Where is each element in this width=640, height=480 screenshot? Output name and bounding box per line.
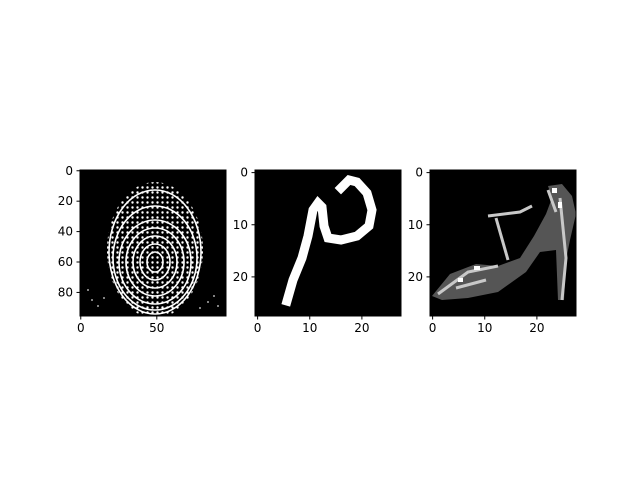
- y-tick-label: 10: [408, 218, 423, 232]
- y-tick-label: 0: [65, 164, 73, 178]
- y-tick-label: 80: [58, 285, 73, 299]
- x-tick-label: 20: [529, 321, 544, 335]
- axes-ticks: 0 50 0 20 40 60 80: [58, 164, 165, 335]
- y-tick-label: 40: [58, 225, 73, 239]
- fingerprint-image: [87, 182, 219, 316]
- y-tick-label: 20: [408, 270, 423, 284]
- y-tick-label: 10: [233, 218, 248, 232]
- axes-ticks: 0 10 20 0 10 20: [408, 166, 545, 335]
- x-tick-label: 10: [477, 321, 492, 335]
- axes-frame: [429, 169, 577, 317]
- panel-handwritten-character: 0 10 20 0 10 20: [233, 166, 402, 335]
- x-tick-label: 20: [354, 321, 369, 335]
- axes-frame: [254, 169, 402, 317]
- x-tick-label: 0: [254, 321, 262, 335]
- axes-frame: [79, 169, 227, 317]
- y-tick-label: 0: [415, 166, 423, 180]
- x-tick-label: 0: [77, 321, 85, 335]
- panel-fingerprint: 0 50 0 20 40 60 80: [58, 164, 227, 335]
- handwritten-character-image: [281, 175, 377, 307]
- y-tick-label: 0: [240, 166, 248, 180]
- image-background: [255, 170, 401, 316]
- y-tick-label: 20: [233, 270, 248, 284]
- y-tick-label: 60: [58, 255, 73, 269]
- x-tick-label: 0: [429, 321, 437, 335]
- panel-high-heel-sandal: 0 10 20 0 10 20: [408, 166, 577, 335]
- x-tick-label: 10: [302, 321, 317, 335]
- x-tick-label: 50: [149, 321, 164, 335]
- y-tick-label: 20: [58, 194, 73, 208]
- axes-ticks: 0 10 20 0 10 20: [233, 166, 370, 335]
- sandal-image: [432, 184, 576, 301]
